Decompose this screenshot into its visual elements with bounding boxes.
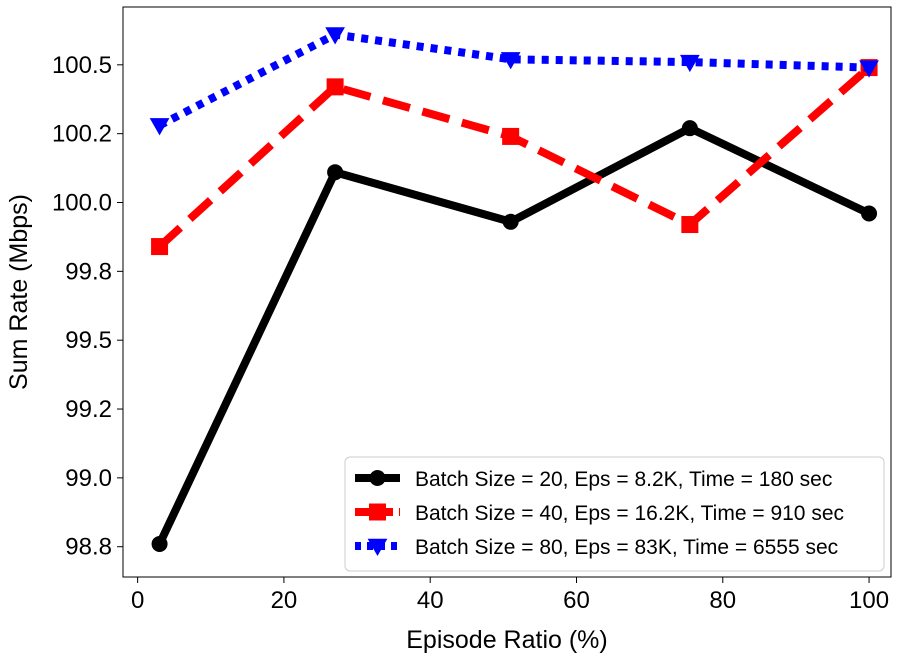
data-point	[681, 216, 699, 234]
x-tick-label: 20	[271, 587, 298, 614]
y-axis-label: Sum Rate (Mbps)	[5, 194, 33, 390]
data-point	[151, 238, 169, 256]
legend-marker	[369, 470, 386, 486]
x-tick-label: 60	[563, 587, 590, 614]
data-point	[861, 205, 878, 222]
data-point	[679, 54, 700, 73]
data-point	[326, 78, 344, 96]
legend-marker	[367, 538, 388, 557]
y-tick-label: 99.2	[65, 396, 112, 423]
data-point	[502, 213, 519, 230]
y-tick-label: 98.8	[65, 534, 112, 561]
data-point	[151, 535, 168, 552]
y-tick-label: 100.0	[52, 190, 112, 217]
data-point	[681, 120, 698, 137]
data-point	[325, 27, 345, 45]
legend-box	[344, 456, 885, 572]
legend-label: Batch Size = 80, Eps = 83K, Time = 6555 …	[415, 536, 838, 559]
x-axis-label: Episode Ratio (%)	[406, 626, 607, 654]
x-tick-label: 40	[417, 587, 444, 614]
data-point	[327, 164, 344, 181]
x-tick-label: 80	[709, 587, 736, 614]
legend-marker	[369, 503, 386, 521]
series-layer	[149, 27, 879, 552]
x-tick-label: 0	[131, 587, 144, 614]
legend-label: Batch Size = 40, Eps = 16.2K, Time = 910…	[415, 502, 844, 525]
series-1	[151, 120, 878, 552]
y-tick-label: 99.8	[65, 258, 112, 285]
series-3	[149, 27, 879, 136]
data-point	[149, 118, 170, 136]
legend-label: Batch Size = 20, Eps = 8.2K, Time = 180 …	[415, 468, 832, 491]
legend: Batch Size = 20, Eps = 8.2K, Time = 180 …	[344, 456, 885, 572]
series-line	[157, 30, 870, 129]
y-tick-label: 99.5	[65, 327, 112, 354]
y-tick-label: 99.0	[65, 465, 112, 492]
data-point	[500, 52, 521, 70]
y-tick-label: 100.5	[52, 52, 112, 79]
y-axis: 98.8 99.0 99.2 99.5 99.8 100.0 100.2 100.5	[52, 52, 123, 561]
y-tick-label: 100.2	[52, 121, 112, 148]
data-point	[502, 127, 520, 145]
x-tick-label: 100	[849, 587, 889, 614]
x-axis: 0 20 40 60 80 100	[131, 577, 889, 614]
data-point	[859, 60, 879, 78]
